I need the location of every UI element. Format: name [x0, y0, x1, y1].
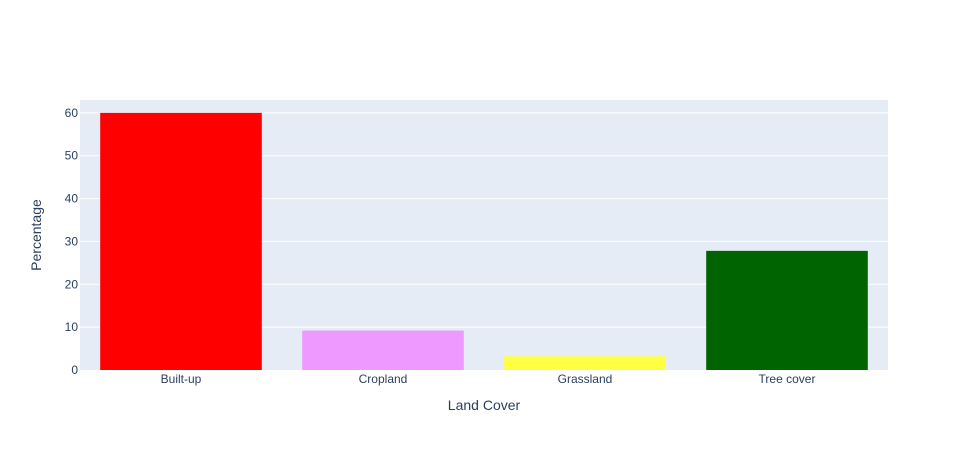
- y-tick-labels: 0 10 20 30 40 50 60: [65, 106, 79, 377]
- bar-built-up[interactable]: [100, 112, 262, 370]
- y-tick-label: 50: [65, 149, 79, 163]
- y-tick-label: 30: [65, 234, 79, 248]
- bar-grassland[interactable]: [504, 356, 666, 370]
- y-tick-label: 20: [65, 277, 79, 291]
- y-axis-title: Percentage: [28, 199, 44, 271]
- y-tick-label: 40: [65, 192, 79, 206]
- x-axis-title: Land Cover: [448, 397, 521, 413]
- y-tick-label: 60: [65, 106, 79, 120]
- y-tick-label: 10: [65, 320, 79, 334]
- bar-tree-cover[interactable]: [706, 250, 868, 370]
- x-tick-label: Grassland: [558, 372, 613, 386]
- y-tick-label: 0: [71, 363, 78, 377]
- x-tick-label: Tree cover: [759, 372, 816, 386]
- bars: [100, 112, 868, 370]
- x-tick-label: Cropland: [359, 372, 408, 386]
- x-tick-labels: Built-up Cropland Grassland Tree cover: [161, 372, 816, 386]
- bar-cropland[interactable]: [302, 330, 464, 370]
- x-tick-label: Built-up: [161, 372, 202, 386]
